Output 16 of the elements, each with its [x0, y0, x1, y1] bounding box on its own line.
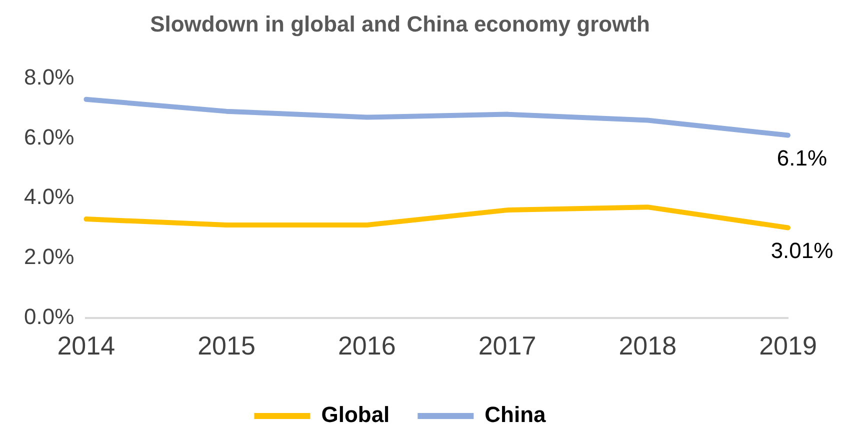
x-tick-label: 2019	[759, 330, 817, 361]
x-tick-label: 2014	[57, 330, 116, 361]
data-label: 6.1%	[776, 145, 828, 170]
y-tick-label: 6.0%	[24, 124, 74, 150]
legend-label: China	[484, 402, 547, 428]
data-label: 3.01%	[770, 238, 834, 263]
x-tick-label: 2017	[478, 330, 536, 361]
y-tick-label: 0.0%	[24, 304, 74, 329]
y-tick-label: 2.0%	[24, 244, 74, 270]
x-tick-label: 2015	[198, 330, 256, 361]
x-tick-label: 2018	[618, 330, 677, 361]
y-tick-label: 8.0%	[24, 64, 74, 90]
chart-title: Slowdown in global and China economy growth	[150, 11, 650, 36]
y-tick-label: 4.0%	[24, 184, 74, 210]
legend-label: Global	[321, 402, 390, 428]
x-tick-label: 2016	[338, 330, 396, 361]
